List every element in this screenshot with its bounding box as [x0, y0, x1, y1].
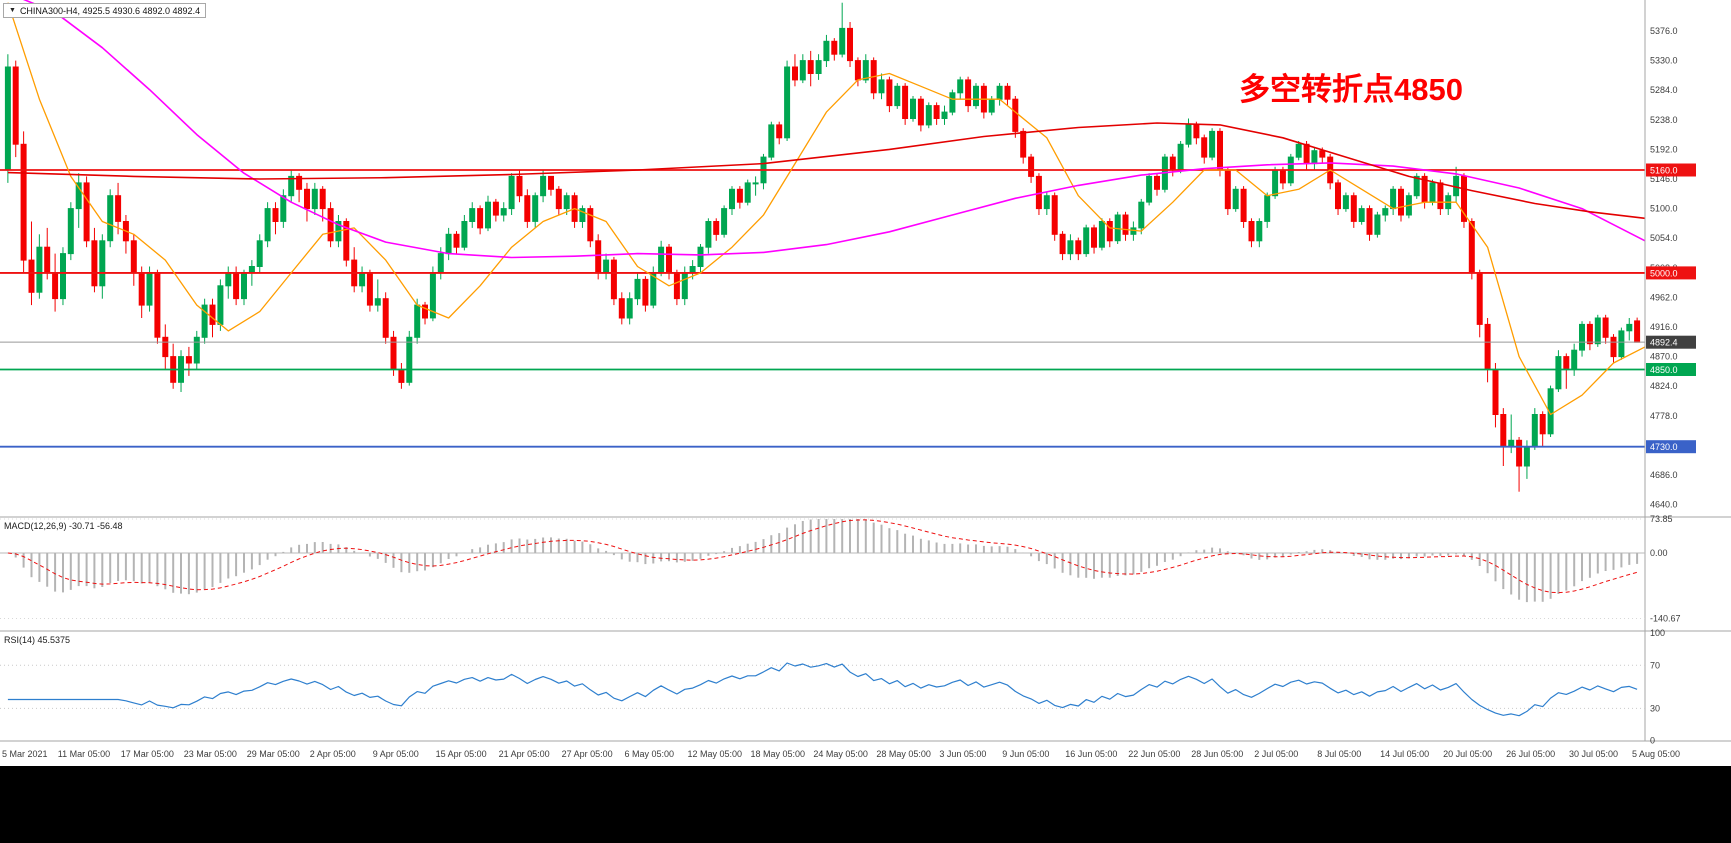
svg-text:5284.0: 5284.0	[1650, 85, 1678, 95]
ma-mid-magenta	[22, 0, 1646, 259]
svg-text:21 Apr 05:00: 21 Apr 05:00	[499, 749, 550, 759]
svg-text:2 Apr 05:00: 2 Apr 05:00	[310, 749, 356, 759]
rsi-indicator-label: RSI(14) 45.5375	[4, 635, 71, 645]
svg-text:4640.0: 4640.0	[1650, 500, 1678, 510]
svg-text:5100.0: 5100.0	[1650, 204, 1678, 214]
chart-canvas[interactable]: 5376.0 5330.0 5284.0 5238.0 5192.0 5146.0 5100…	[0, 0, 1731, 766]
macd-signal-line	[7, 519, 1638, 594]
svg-text:28 May 05:00: 28 May 05:00	[876, 749, 931, 759]
candles-layer	[4, 2, 1641, 492]
svg-text:15 Apr 05:00: 15 Apr 05:00	[436, 749, 487, 759]
svg-text:4916.0: 4916.0	[1650, 322, 1678, 332]
svg-text:26 Jul 05:00: 26 Jul 05:00	[1506, 749, 1555, 759]
svg-text:18 May 05:00: 18 May 05:00	[751, 749, 806, 759]
svg-text:9 Apr 05:00: 9 Apr 05:00	[373, 749, 419, 759]
price-axis[interactable]: 5376.0 5330.0 5284.0 5238.0 5192.0 5146.0 5100…	[1646, 26, 1696, 746]
svg-text:29 Mar 05:00: 29 Mar 05:00	[247, 749, 300, 759]
svg-text:12 May 05:00: 12 May 05:00	[688, 749, 743, 759]
symbol-ohlc-text: CHINA300-H4, 4925.5 4930.6 4892.0 4892.4	[19, 5, 201, 16]
svg-text:5160.0: 5160.0	[1650, 166, 1678, 176]
svg-text:4730.0: 4730.0	[1650, 442, 1678, 452]
svg-text:-140.67: -140.67	[1650, 614, 1681, 624]
time-axis[interactable]: 5 Mar 2021 11 Mar 05:00 17 Mar 05:00 23 Mar…	[2, 749, 1680, 759]
svg-text:5 Aug 05:00: 5 Aug 05:00	[1632, 749, 1680, 759]
ma-slow-red	[7, 122, 1646, 220]
svg-text:4850.0: 4850.0	[1650, 365, 1678, 375]
macd-indicator-label: MACD(12,26,9) -30.71 -56.48	[4, 521, 123, 531]
svg-text:5 Mar 2021: 5 Mar 2021	[2, 749, 48, 759]
svg-text:4962.0: 4962.0	[1650, 292, 1678, 302]
annotation-text-object[interactable]: 多空转折点4850	[1239, 72, 1463, 107]
svg-text:9 Jun 05:00: 9 Jun 05:00	[1002, 749, 1049, 759]
svg-text:5238.0: 5238.0	[1650, 115, 1678, 125]
svg-text:11 Mar 05:00: 11 Mar 05:00	[58, 749, 110, 759]
svg-text:22 Jun 05:00: 22 Jun 05:00	[1128, 749, 1180, 759]
svg-text:27 Apr 05:00: 27 Apr 05:00	[562, 749, 613, 759]
svg-text:2 Jul 05:00: 2 Jul 05:00	[1254, 749, 1298, 759]
svg-text:3 Jun 05:00: 3 Jun 05:00	[939, 749, 986, 759]
svg-text:5146.0: 5146.0	[1650, 174, 1678, 184]
svg-text:17 Mar 05:00: 17 Mar 05:00	[121, 749, 174, 759]
svg-text:4824.0: 4824.0	[1650, 381, 1678, 391]
footer-bar	[0, 766, 1731, 843]
macd-panel[interactable]	[0, 518, 1645, 620]
svg-text:4778.0: 4778.0	[1650, 411, 1678, 421]
svg-text:30 Jul 05:00: 30 Jul 05:00	[1569, 749, 1618, 759]
svg-text:16 Jun 05:00: 16 Jun 05:00	[1065, 749, 1117, 759]
symbol-ohlc-box: ▼ CHINA300-H4, 4925.5 4930.6 4892.0 4892…	[3, 3, 207, 18]
svg-text:20 Jul 05:00: 20 Jul 05:00	[1443, 749, 1492, 759]
svg-text:73.85: 73.85	[1650, 514, 1673, 524]
one-click-trading-icon[interactable]: ▼	[9, 7, 16, 14]
svg-text:0.00: 0.00	[1650, 548, 1668, 558]
svg-text:100: 100	[1650, 628, 1665, 638]
svg-text:6 May 05:00: 6 May 05:00	[625, 749, 675, 759]
rsi-panel[interactable]	[0, 662, 1645, 717]
svg-text:5376.0: 5376.0	[1650, 26, 1678, 36]
ma-fast-orange	[7, 2, 1646, 416]
moving-averages-layer	[7, 0, 1646, 416]
svg-text:5000.0: 5000.0	[1650, 268, 1678, 278]
svg-text:5054.0: 5054.0	[1650, 233, 1678, 243]
svg-text:4870.0: 4870.0	[1650, 352, 1678, 362]
svg-text:0: 0	[1650, 736, 1655, 746]
svg-text:70: 70	[1650, 660, 1660, 670]
svg-text:5192.0: 5192.0	[1650, 144, 1678, 154]
svg-text:30: 30	[1650, 703, 1660, 713]
svg-text:28 Jun 05:00: 28 Jun 05:00	[1191, 749, 1243, 759]
svg-text:24 May 05:00: 24 May 05:00	[813, 749, 868, 759]
svg-text:23 Mar 05:00: 23 Mar 05:00	[184, 749, 237, 759]
svg-text:8 Jul 05:00: 8 Jul 05:00	[1317, 749, 1361, 759]
macd-histogram	[14, 519, 1639, 603]
svg-text:14 Jul 05:00: 14 Jul 05:00	[1380, 749, 1429, 759]
svg-text:4892.4: 4892.4	[1650, 338, 1678, 348]
panel-separators	[0, 0, 1731, 742]
svg-text:5330.0: 5330.0	[1650, 56, 1678, 66]
horizontal-lines-layer	[0, 169, 1645, 448]
svg-text:4686.0: 4686.0	[1650, 470, 1678, 480]
